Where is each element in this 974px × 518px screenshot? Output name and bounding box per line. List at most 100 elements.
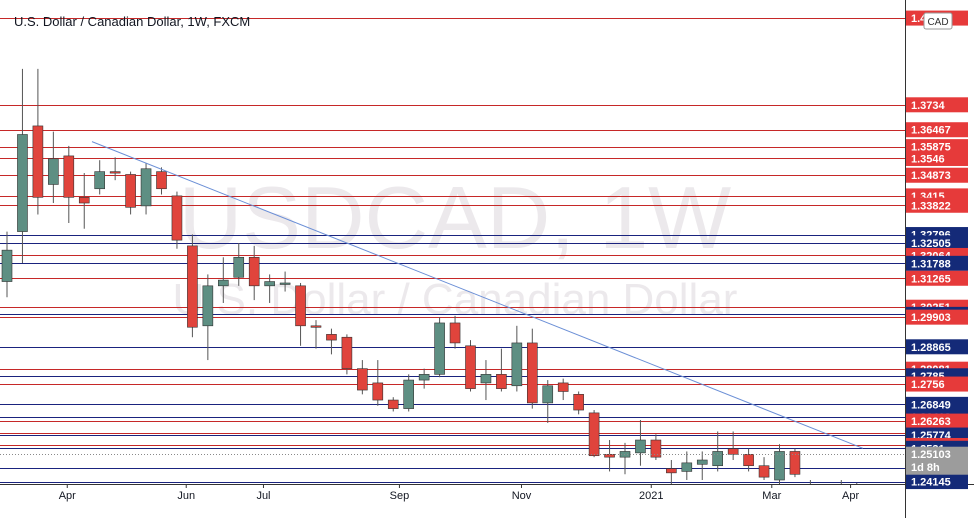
trendline[interactable] [91,141,864,449]
candle-body [1,249,13,282]
watermark-symbol: USDCAD, 1W [179,168,732,267]
price-tag-bg [906,474,968,490]
price-tag: 1.26849 [906,396,968,412]
price-tag-label: 1.26263 [911,416,951,428]
candle [809,480,811,484]
candle-body [573,394,584,411]
currency-badge[interactable]: CAD [923,12,953,30]
candle-body [557,382,569,392]
candle [171,191,183,249]
candle-body [666,468,677,474]
candle [774,444,785,484]
candle [78,173,90,229]
candle-body [248,256,260,287]
plot-area[interactable]: USDCAD, 1W U.S. Dollar / Canadian Dollar [0,0,905,500]
price-tag: 1.34873 [906,167,968,183]
price-tag-label: 1.31265 [911,273,951,285]
currency-badge-bg [923,12,953,30]
candle [666,460,677,484]
price-tag-label: 1.3734 [911,100,946,112]
candle [681,451,693,480]
price-tag-label: 1.28865 [911,342,951,354]
candle [758,457,770,480]
price-tag: 1.33822 [906,197,968,213]
price-tag: 1.35875 [906,139,968,155]
candle [403,374,415,412]
candle-body [821,489,831,493]
price-tag-label: 1.2756 [911,379,945,391]
candle [357,360,368,395]
candle-body [187,245,198,328]
candle-body [727,448,739,455]
candle-body [140,168,152,207]
candle [233,243,245,286]
candle-body [418,374,430,381]
candle-body [341,336,353,369]
countdown-label: 1d 8h [911,462,940,474]
candle [635,420,646,466]
candle-body [48,158,59,185]
current-price-value: 1.25103 [911,449,951,461]
price-tag-bg [906,139,968,155]
candle [187,234,198,338]
candle [840,480,842,484]
candle [449,315,461,349]
time-tick: Jun [177,484,195,502]
price-tag: 1.24145 [906,474,968,490]
price-tag-bg [906,376,968,392]
candle [418,368,430,389]
price-tag-bg [906,122,968,138]
price-tag: 1.36467 [906,122,968,138]
watermark: USDCAD, 1W U.S. Dollar / Canadian Dollar [173,168,738,324]
time-tick-label: Nov [512,490,532,502]
candle [867,489,877,495]
candle-body [78,197,90,204]
time-axis[interactable]: Apr Jun Jul Sep Nov 2021 Mar Apr [59,484,860,502]
candle [465,340,476,392]
candle [789,448,801,478]
candle-body [449,322,461,344]
price-tag-bg [906,339,968,355]
candle [140,163,152,215]
chart-title: U.S. Dollar / Canadian Dollar, 1W, FXCM [14,14,251,29]
candle-body [696,459,708,465]
candle [821,486,831,497]
plot-background [0,0,905,484]
time-tick-label: Apr [842,490,859,502]
candle [696,451,708,480]
price-axis[interactable]: 1.403771.37341.364671.358751.35461.34873… [906,10,968,490]
price-tag: 1.2756 [906,376,968,392]
candle [743,448,754,472]
candle-body [17,134,28,232]
candle-body [542,385,554,404]
candle [109,157,121,181]
time-tick-label: 2021 [639,490,663,502]
candle-body [635,439,646,454]
candle [295,282,306,346]
candle [496,348,507,392]
price-tag-bg [906,197,968,213]
candle [264,274,275,303]
candle [218,257,229,303]
current-price-tag-bg [906,446,968,475]
time-tick: Sep [390,484,410,502]
price-tag: 1.29903 [906,309,968,325]
candle-body [218,279,229,287]
candle [326,328,337,355]
candle [372,360,384,406]
price-tag-bg [906,413,968,429]
candle-body [94,171,105,190]
candle-body [63,155,75,198]
candle-body [403,379,415,409]
price-tag-label: 1.34873 [911,170,951,182]
time-tick: Apr [59,484,76,502]
candle [542,380,554,423]
candle [94,160,105,195]
candle [341,334,353,375]
candle-body [279,282,291,285]
currency-badge-label: CAD [927,17,948,28]
time-tick: Mar [762,484,782,502]
time-tick-label: Sep [390,490,410,502]
price-tag-label: 1.3546 [911,153,945,165]
